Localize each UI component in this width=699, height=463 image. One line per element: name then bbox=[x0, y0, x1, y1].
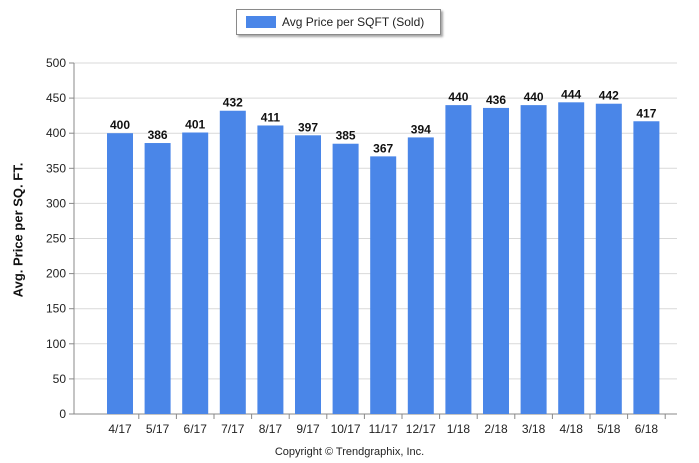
data-label: 385 bbox=[336, 129, 356, 143]
bar bbox=[107, 133, 133, 414]
data-label: 432 bbox=[223, 96, 243, 110]
bar bbox=[257, 125, 284, 414]
copyright-text: Copyright © Trendgraphix, Inc. bbox=[274, 446, 425, 458]
bar bbox=[219, 110, 246, 415]
data-label: 436 bbox=[486, 93, 506, 107]
x-tick-label: 11/17 bbox=[369, 422, 398, 436]
data-label: 400 bbox=[110, 118, 130, 132]
legend-label: Avg Price per SQFT (Sold) bbox=[282, 15, 425, 29]
y-tick-label: 350 bbox=[46, 161, 66, 175]
y-tick-label: 250 bbox=[46, 232, 66, 246]
x-tick-label: 9/17 bbox=[296, 422, 320, 436]
bar bbox=[332, 143, 359, 415]
x-tick-label: 10/17 bbox=[331, 422, 361, 436]
y-tick-label: 150 bbox=[46, 302, 66, 316]
x-tick-label: 5/17 bbox=[146, 422, 170, 436]
x-tick-label: 8/17 bbox=[259, 422, 283, 436]
x-tick-label: 1/18 bbox=[447, 422, 471, 436]
bar bbox=[558, 102, 585, 414]
data-labels: 400 386 401 432 411 397 385 367 394 440 436 440 444 4… bbox=[110, 87, 657, 155]
bar bbox=[182, 132, 209, 415]
data-label: 367 bbox=[373, 141, 393, 155]
y-tick-label: 0 bbox=[59, 407, 66, 421]
data-label: 397 bbox=[298, 120, 318, 134]
y-tick-label: 450 bbox=[46, 91, 66, 105]
x-tick-label: 4/18 bbox=[560, 422, 584, 436]
y-tick-labels: 0 50 100 150 200 250 300 350 400 450 500 bbox=[46, 56, 66, 421]
x-tick-label: 6/17 bbox=[184, 422, 208, 436]
y-axis-label: Avg. Price per SQ. FT. bbox=[10, 162, 26, 298]
y-tick-label: 100 bbox=[46, 337, 66, 351]
y-tick-label: 500 bbox=[46, 56, 66, 70]
data-label: 442 bbox=[599, 89, 619, 103]
y-tick-label: 300 bbox=[46, 196, 66, 210]
bar bbox=[483, 107, 509, 414]
data-label: 401 bbox=[185, 117, 205, 131]
x-tick-labels: 4/17 5/17 6/17 7/17 8/17 9/17 10/17 11/17 12/17 1… bbox=[108, 422, 658, 436]
bars bbox=[107, 102, 660, 415]
x-tick-label: 3/18 bbox=[522, 422, 546, 436]
data-label: 417 bbox=[636, 106, 656, 120]
bar bbox=[595, 103, 622, 414]
bar bbox=[445, 105, 472, 415]
x-tick-label: 12/17 bbox=[406, 422, 436, 436]
data-label: 411 bbox=[261, 110, 281, 124]
y-tick-label: 50 bbox=[53, 372, 67, 386]
data-label: 386 bbox=[148, 128, 168, 142]
x-tick-label: 5/18 bbox=[597, 422, 621, 436]
bar bbox=[633, 121, 660, 415]
legend-swatch bbox=[246, 16, 276, 28]
x-tick-label: 7/17 bbox=[221, 422, 245, 436]
x-tick-label: 6/18 bbox=[635, 422, 659, 436]
bar bbox=[295, 135, 321, 414]
data-label: 440 bbox=[448, 90, 468, 104]
bar bbox=[407, 137, 434, 415]
data-label: 444 bbox=[561, 87, 581, 101]
x-tick-label: 2/18 bbox=[484, 422, 508, 436]
y-tick-label: 400 bbox=[46, 126, 66, 140]
y-tick-label: 200 bbox=[46, 267, 66, 281]
data-label: 394 bbox=[411, 122, 431, 136]
y-axis-label-container: Avg. Price per SQ. FT. bbox=[8, 110, 28, 350]
bar bbox=[520, 105, 547, 415]
bar bbox=[144, 143, 171, 414]
x-tick-label: 4/17 bbox=[108, 422, 132, 436]
legend: Avg Price per SQFT (Sold) bbox=[236, 9, 441, 35]
data-label: 440 bbox=[524, 90, 544, 104]
bar bbox=[370, 156, 397, 414]
